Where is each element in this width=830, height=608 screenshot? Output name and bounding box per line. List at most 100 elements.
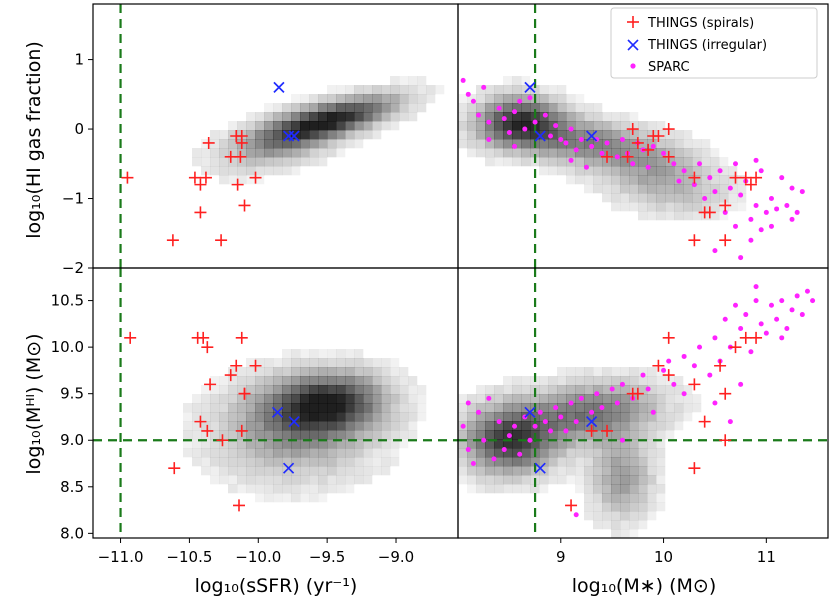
point-sparc: [758, 168, 764, 174]
density-cell: [566, 130, 576, 140]
density-cell: [575, 94, 585, 104]
density-cell: [336, 439, 346, 449]
point-sparc: [512, 143, 518, 149]
density-cell: [611, 412, 621, 422]
density-cell: [692, 184, 702, 194]
density-cell: [318, 475, 328, 485]
density-cell: [494, 385, 504, 395]
density-cell: [575, 430, 585, 440]
density-cell: [273, 439, 283, 449]
point-sparc: [563, 428, 569, 434]
point-sparc: [573, 512, 579, 518]
density-cell: [494, 94, 504, 104]
density-cell: [494, 439, 504, 449]
density-cell: [647, 385, 657, 395]
density-cell: [503, 376, 513, 386]
density-cell: [638, 367, 648, 377]
point-sparc: [712, 400, 718, 406]
point-sparc: [542, 419, 548, 425]
density-cell: [426, 85, 436, 95]
density-cell: [719, 202, 729, 212]
density-cell: [309, 349, 319, 359]
density-cell: [593, 385, 603, 395]
density-cell: [354, 130, 364, 140]
density-cell: [291, 430, 301, 440]
density-cell: [408, 94, 418, 104]
density-cell: [327, 94, 337, 104]
density-cell: [557, 121, 567, 131]
density-cell: [539, 376, 549, 386]
density-cell: [692, 166, 702, 176]
density-cell: [381, 376, 391, 386]
density-cell: [683, 211, 693, 221]
density-cell: [336, 85, 346, 95]
density-cell: [692, 157, 702, 167]
point-irregular: [288, 130, 300, 142]
x-tick-label-ssfr: −11.0: [98, 548, 144, 566]
point-sparc: [486, 136, 492, 142]
density-cell: [282, 475, 292, 485]
density-cell: [336, 457, 346, 467]
density-cell: [521, 475, 531, 485]
density-cell: [638, 511, 648, 521]
point-sparc: [640, 372, 646, 378]
density-cell: [210, 457, 220, 467]
density-cell: [237, 412, 247, 422]
density-cell: [309, 121, 319, 131]
density-cell: [255, 412, 265, 422]
density-cell: [183, 448, 193, 458]
density-cell: [548, 412, 558, 422]
density-cell: [611, 121, 621, 131]
x-tick-label-ssfr: −9.5: [309, 548, 345, 566]
density-cell: [476, 475, 486, 485]
density-cell: [255, 457, 265, 467]
density-cell: [575, 112, 585, 122]
density-cell: [219, 412, 229, 422]
point-sparc: [717, 168, 723, 174]
x-tick-label-ssfr: −9.0: [378, 548, 414, 566]
density-cell: [503, 76, 513, 86]
density-cell: [318, 484, 328, 494]
density-cell: [282, 457, 292, 467]
density-cell: [309, 457, 319, 467]
density-cell: [345, 367, 355, 377]
point-spirals: [238, 387, 251, 400]
point-irregular: [288, 416, 300, 428]
density-cell: [521, 439, 531, 449]
density-cell: [683, 175, 693, 185]
density-cell: [327, 457, 337, 467]
density-cell: [521, 130, 531, 140]
density-cell: [593, 466, 603, 476]
density-cell: [602, 184, 612, 194]
density-cell: [683, 139, 693, 149]
density-cell: [381, 412, 391, 422]
density-cell: [656, 202, 666, 212]
x-tick-label-ssfr: −10.0: [235, 548, 281, 566]
density-cell: [327, 394, 337, 404]
density-cell: [336, 385, 346, 395]
density-cell: [485, 139, 495, 149]
point-sparc: [614, 400, 620, 406]
density-cell: [399, 112, 409, 122]
density-cell: [201, 448, 211, 458]
density-cell: [399, 439, 409, 449]
density-cell: [494, 130, 504, 140]
density-cell: [503, 130, 513, 140]
density-cell: [521, 112, 531, 122]
density-cell: [363, 475, 373, 485]
density-cell: [228, 439, 238, 449]
density-cell: [264, 112, 274, 122]
point-sparc: [799, 312, 805, 318]
density-cell: [381, 439, 391, 449]
density-cell: [503, 448, 513, 458]
density-cell: [620, 202, 630, 212]
density-cell: [548, 448, 558, 458]
density-cell: [336, 403, 346, 413]
density-cell: [476, 457, 486, 467]
point-sparc: [465, 400, 471, 406]
density-cell: [593, 439, 603, 449]
density-cell: [309, 385, 319, 395]
density-cell: [309, 103, 319, 113]
density-cell: [629, 448, 639, 458]
density-cell: [327, 412, 337, 422]
